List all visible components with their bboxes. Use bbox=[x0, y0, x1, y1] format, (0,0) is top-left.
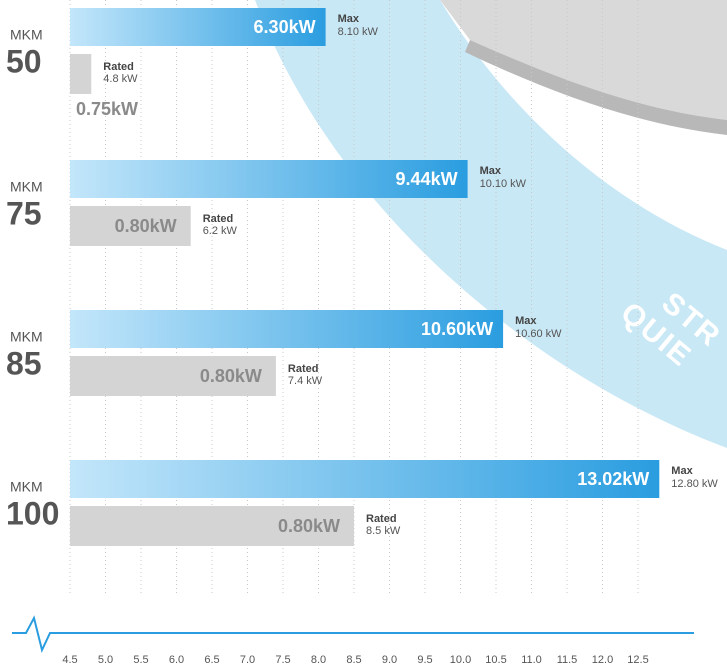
category-prefix: MKM bbox=[10, 179, 43, 195]
x-tick-label: 8.0 bbox=[311, 654, 326, 666]
category-label: 100 bbox=[6, 495, 59, 531]
x-tick-label: 8.5 bbox=[346, 654, 361, 666]
category-label: 75 bbox=[6, 195, 42, 231]
x-tick-label: 5.0 bbox=[98, 654, 113, 666]
max-caption: Max bbox=[515, 315, 537, 327]
max-value-label: 10.10 kW bbox=[480, 178, 527, 190]
rated-caption: Rated bbox=[366, 513, 397, 525]
x-tick-label: 9.0 bbox=[382, 654, 397, 666]
background-swoosh bbox=[255, 0, 727, 448]
rated-value-label: 6.2 kW bbox=[203, 225, 238, 237]
max-value-label: 12.80 kW bbox=[671, 478, 718, 490]
x-tick-label: 7.0 bbox=[240, 654, 255, 666]
x-tick-label: 6.5 bbox=[204, 654, 219, 666]
x-tick-label: 11.5 bbox=[557, 654, 578, 666]
rated-bar bbox=[70, 356, 276, 396]
x-tick-label: 10.5 bbox=[485, 654, 506, 666]
rated-inner-label: 0.80kW bbox=[115, 216, 177, 236]
max-inner-label: 9.44kW bbox=[396, 169, 458, 189]
rated-value-label: 4.8 kW bbox=[103, 73, 138, 85]
max-bar bbox=[70, 8, 326, 46]
rated-caption: Rated bbox=[103, 61, 134, 73]
max-inner-label: 6.30kW bbox=[254, 17, 316, 37]
rated-value-label: 8.5 kW bbox=[366, 525, 401, 537]
max-inner-label: 13.02kW bbox=[577, 469, 649, 489]
x-axis: 4.5 5.0 5.5 6.0 6.5 7.0 7.5 8.0 8.5 9.0 9.5 10.0 10.… bbox=[62, 654, 648, 666]
max-value-label: 10.60 kW bbox=[515, 328, 562, 340]
rated-bar bbox=[70, 506, 354, 546]
x-tick-label: 12.0 bbox=[592, 654, 613, 666]
category-prefix: MKM bbox=[10, 329, 43, 345]
rated-caption: Rated bbox=[288, 363, 319, 375]
x-tick-label: 5.5 bbox=[133, 654, 148, 666]
max-caption: Max bbox=[480, 165, 502, 177]
category-prefix: MKM bbox=[10, 27, 43, 43]
max-caption: Max bbox=[671, 465, 693, 477]
rated-inner-label: 0.75kW bbox=[76, 99, 138, 119]
rated-inner-label: 0.80kW bbox=[200, 366, 262, 386]
max-value-label: 8.10 kW bbox=[338, 26, 379, 38]
category-label: 85 bbox=[6, 345, 42, 381]
x-tick-label: 10.0 bbox=[450, 654, 471, 666]
category-label: 50 bbox=[6, 43, 42, 79]
axis-line bbox=[12, 615, 694, 653]
x-tick-label: 7.5 bbox=[275, 654, 290, 666]
rated-bar bbox=[70, 54, 92, 94]
unit-image bbox=[440, 0, 727, 120]
max-bar bbox=[70, 310, 504, 348]
max-bar bbox=[70, 160, 468, 198]
x-tick-label: 6.0 bbox=[169, 654, 184, 666]
rated-inner-label: 0.80kW bbox=[278, 516, 340, 536]
unit-edge bbox=[465, 40, 727, 135]
x-tick-label: 12.5 bbox=[627, 654, 648, 666]
rated-caption: Rated bbox=[203, 213, 234, 225]
rated-value-label: 7.4 kW bbox=[288, 375, 323, 387]
max-caption: Max bbox=[338, 13, 360, 25]
x-tick-label: 4.5 bbox=[62, 654, 77, 666]
x-tick-label: 11.0 bbox=[521, 654, 542, 666]
max-inner-label: 10.60kW bbox=[421, 319, 493, 339]
x-tick-label: 9.5 bbox=[417, 654, 432, 666]
rated-bar bbox=[70, 206, 191, 246]
max-bar bbox=[70, 460, 660, 498]
category-prefix: MKM bbox=[10, 479, 43, 495]
